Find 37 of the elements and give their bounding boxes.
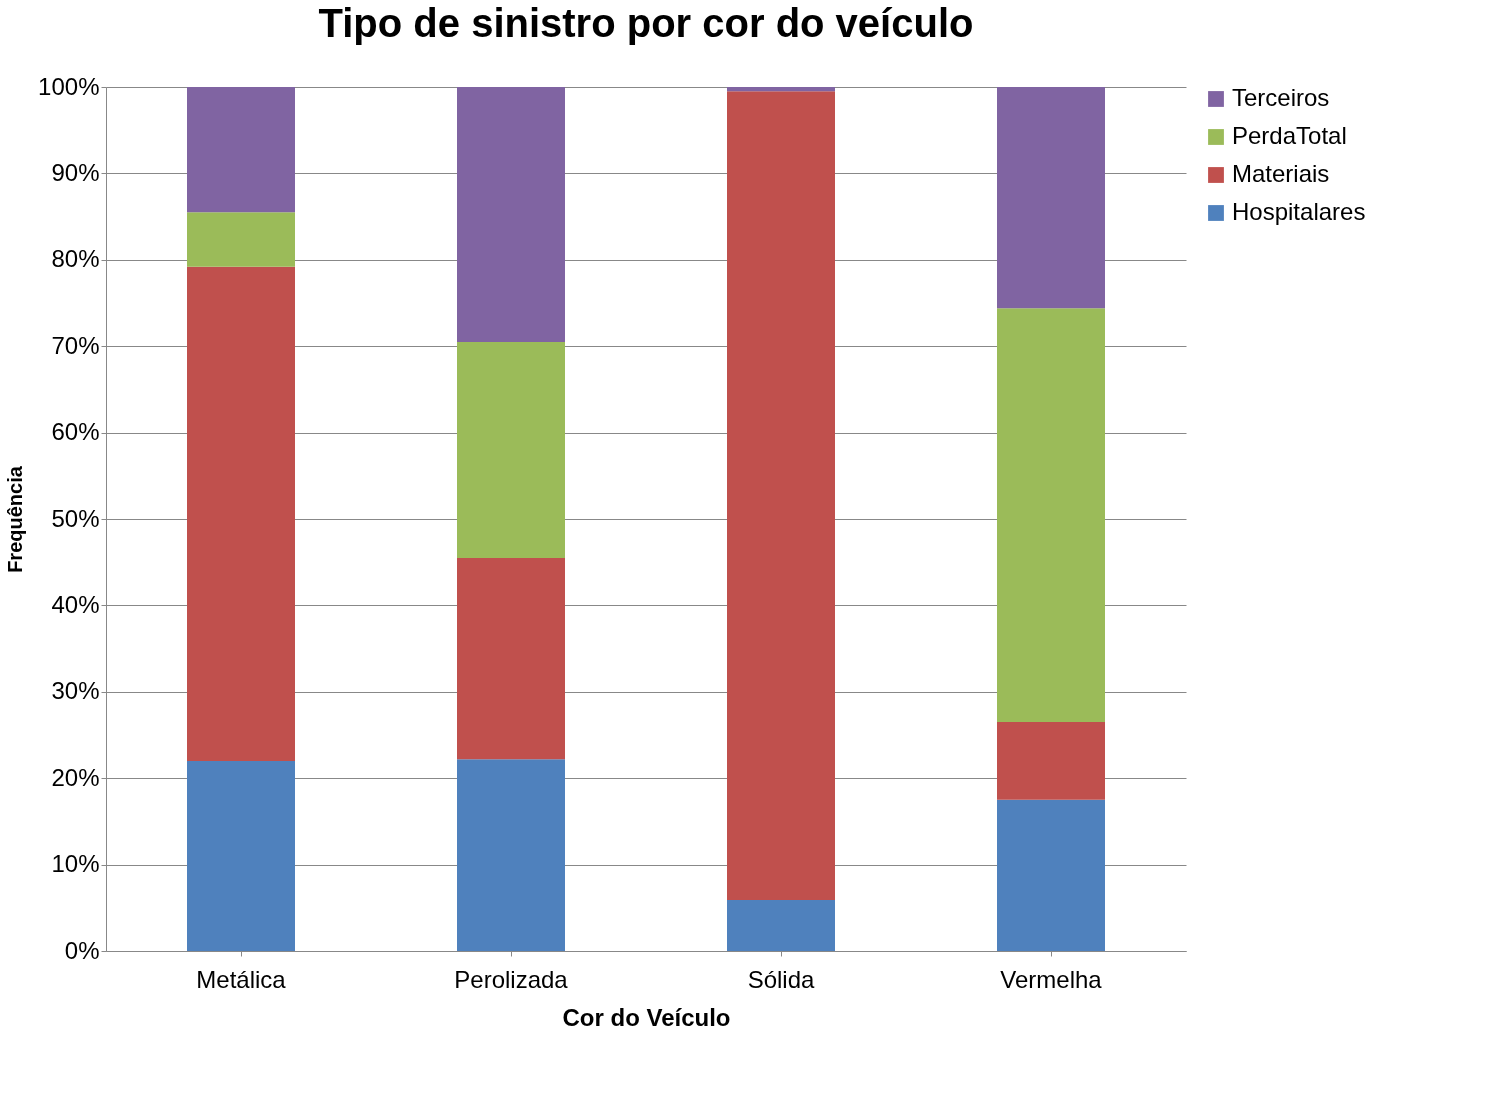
- bar: [727, 87, 835, 92]
- y-tick-label: 50%: [51, 504, 100, 532]
- x-tick-label: Perolizada: [454, 965, 569, 993]
- bar: [997, 308, 1105, 723]
- x-tick-label: Sólida: [747, 965, 816, 993]
- legend-label: Terceiros: [1232, 84, 1330, 111]
- x-axis-title: Cor do Veículo: [562, 1003, 731, 1031]
- y-tick-label: 100%: [38, 72, 100, 100]
- y-tick-label: 70%: [51, 331, 100, 359]
- legend-label: Hospitalares: [1232, 198, 1366, 225]
- bar: [187, 87, 295, 213]
- bar: [457, 87, 565, 342]
- bar: [997, 87, 1105, 309]
- y-tick-label: 30%: [51, 677, 100, 705]
- y-tick-label: 10%: [51, 850, 100, 878]
- y-tick-label: 20%: [51, 763, 100, 791]
- y-tick-label: 80%: [51, 245, 100, 273]
- bar: [187, 212, 295, 267]
- y-axis-title: Frequência: [4, 465, 27, 573]
- legend-label: PerdaTotal: [1232, 122, 1347, 149]
- y-tick-label: 90%: [51, 158, 100, 186]
- bar: [997, 799, 1105, 951]
- bar: [187, 760, 295, 951]
- bar: [457, 557, 565, 760]
- bar: [997, 722, 1105, 800]
- x-tick-label: Metálica: [196, 965, 287, 993]
- bar: [727, 900, 835, 951]
- x-tick-label: Vermelha: [1000, 965, 1103, 993]
- y-tick-label: 40%: [51, 590, 100, 618]
- y-tick-label: 0%: [64, 936, 100, 964]
- chart-title: Tipo de sinistro por cor do veículo: [318, 1, 974, 45]
- legend-label: Materiais: [1232, 160, 1330, 187]
- bar: [457, 341, 565, 558]
- y-tick-label: 60%: [51, 418, 100, 446]
- bar: [727, 91, 835, 901]
- bar: [457, 759, 565, 951]
- bar: [187, 266, 295, 761]
